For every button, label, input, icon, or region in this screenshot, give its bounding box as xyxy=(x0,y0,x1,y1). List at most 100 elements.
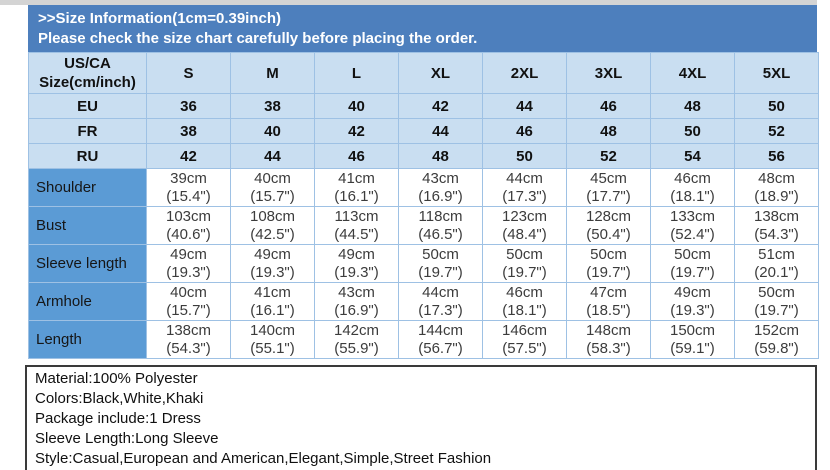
measure-inch-value: (19.3") xyxy=(166,263,211,281)
measure-inch-value: (19.3") xyxy=(334,263,379,281)
measure-value-cell: 123cm (48.4") xyxy=(482,206,567,245)
corner-header-cell: US/CA Size(cm/inch) xyxy=(28,52,147,94)
measure-value-cell: 152cm (59.8") xyxy=(734,320,819,359)
measure-cm-value: 144cm xyxy=(417,321,464,339)
measure-row-label: Length xyxy=(28,320,147,359)
region-size-value: 48 xyxy=(566,118,651,144)
region-row-label: EU xyxy=(28,93,147,119)
measure-value-cell: 41cm (16.1") xyxy=(230,282,315,321)
measure-inch-value: (59.8") xyxy=(754,339,799,357)
measure-value-cell: 49cm (19.3") xyxy=(230,244,315,283)
measure-inch-value: (56.7") xyxy=(418,339,463,357)
size-table-body: EU 36 38 40 42 44 46 48 50 FR 38 40 42 44 46 48 50 52 RU 42… xyxy=(28,93,819,359)
measure-inch-value: (19.7") xyxy=(586,263,631,281)
measure-inch-value: (17.3") xyxy=(502,187,547,205)
measure-inch-value: (17.7") xyxy=(586,187,631,205)
measure-cm-value: 49cm xyxy=(254,245,291,263)
measure-row-label: Shoulder xyxy=(28,168,147,207)
measure-value-cell: 103cm (40.6") xyxy=(146,206,231,245)
corner-header-line1: US/CA xyxy=(64,55,111,72)
measure-cm-value: 103cm xyxy=(165,207,212,225)
banner-subtitle: Please check the size chart carefully be… xyxy=(38,30,478,47)
measure-inch-value: (52.4") xyxy=(670,225,715,243)
measure-cm-value: 50cm xyxy=(590,245,627,263)
size-col-header: M xyxy=(230,52,315,94)
measure-cm-value: 41cm xyxy=(338,169,375,187)
measure-cm-value: 44cm xyxy=(422,283,459,301)
region-size-value: 50 xyxy=(482,143,567,169)
measure-cm-value: 51cm xyxy=(758,245,795,263)
measure-value-cell: 45cm (17.7") xyxy=(566,168,651,207)
size-header-row: US/CA Size(cm/inch) S M L XL 2XL 3XL 4XL 5XL xyxy=(28,52,819,94)
measure-cm-value: 40cm xyxy=(170,283,207,301)
measure-cm-value: 138cm xyxy=(753,207,800,225)
size-col-header: 2XL xyxy=(482,52,567,94)
region-size-value: 46 xyxy=(482,118,567,144)
region-size-value: 38 xyxy=(146,118,231,144)
measure-inch-value: (46.5") xyxy=(418,225,463,243)
measure-row: Sleeve length 49cm (19.3") 49cm (19.3") 49cm(… xyxy=(28,244,819,283)
measure-value-cell: 43cm (16.9") xyxy=(314,282,399,321)
measure-value-cell: 108cm (42.5") xyxy=(230,206,315,245)
measure-cm-value: 50cm xyxy=(758,283,795,301)
measure-value-cell: 50cm (19.7") xyxy=(398,244,483,283)
product-info-box: Material:100% Polyester Colors:Black,Whit… xyxy=(25,365,817,470)
measure-value-cell: 46cm (18.1") xyxy=(482,282,567,321)
measure-inch-value: (18.5") xyxy=(586,301,631,319)
measure-inch-value: (58.3") xyxy=(586,339,631,357)
measure-cm-value: 128cm xyxy=(585,207,632,225)
measure-value-cell: 44cm (17.3") xyxy=(482,168,567,207)
measure-cm-value: 133cm xyxy=(669,207,716,225)
measure-cm-value: 50cm xyxy=(506,245,543,263)
measure-inch-value: (19.7") xyxy=(502,263,547,281)
product-info-line: Colors:Black,White,Khaki xyxy=(35,390,204,407)
region-size-value: 52 xyxy=(734,118,819,144)
measure-cm-value: 49cm xyxy=(338,245,375,263)
product-info-line: Sleeve Length:Long Sleeve xyxy=(35,430,219,447)
region-size-value: 38 xyxy=(230,93,315,119)
measure-cm-value: 46cm xyxy=(674,169,711,187)
region-size-value: 42 xyxy=(146,143,231,169)
measure-inch-value: (18.1") xyxy=(502,301,547,319)
measure-value-cell: 118cm (46.5") xyxy=(398,206,483,245)
measure-value-cell: 113cm (44.5") xyxy=(314,206,399,245)
region-size-value: 44 xyxy=(398,118,483,144)
measure-cm-value: 48cm xyxy=(758,169,795,187)
measure-value-cell: 133cm (52.4") xyxy=(650,206,735,245)
region-size-value: 44 xyxy=(482,93,567,119)
measure-inch-value: (19.7") xyxy=(754,301,799,319)
size-col-header: 5XL xyxy=(734,52,819,94)
region-size-value: 50 xyxy=(734,93,819,119)
product-info-line: Style:Casual,European and American,Elega… xyxy=(35,450,492,467)
measure-inch-value: (54.3") xyxy=(166,339,211,357)
measure-inch-value: (15.4") xyxy=(166,187,211,205)
measure-cm-value: 142cm xyxy=(333,321,380,339)
measure-value-cell: 50cm (19.7") xyxy=(566,244,651,283)
measure-inch-value: (50.4") xyxy=(586,225,631,243)
measure-cm-value: 148cm xyxy=(585,321,632,339)
measure-row: Length 138cm (54.3") 140cm (55.1") 142cm (55.9… xyxy=(28,320,819,359)
region-size-value: 50 xyxy=(650,118,735,144)
size-col-header: S xyxy=(146,52,231,94)
region-size-value: 36 xyxy=(146,93,231,119)
region-size-value: 48 xyxy=(650,93,735,119)
measure-row: Armhole 40cm (15.7") 41cm (16.1") 43cm (16.9")… xyxy=(28,282,819,321)
measure-inch-value: (16.9") xyxy=(334,301,379,319)
measure-value-cell: 150cm (59.1") xyxy=(650,320,735,359)
measure-inch-value: (17.3") xyxy=(418,301,463,319)
measure-row: Bust 103cm (40.6") 108cm (42.5") 113cm (44.5")… xyxy=(28,206,819,245)
measure-value-cell: 146cm (57.5") xyxy=(482,320,567,359)
top-divider xyxy=(0,0,817,5)
corner-header-line2: Size(cm/inch) xyxy=(39,74,136,91)
measure-value-cell: 48cm (18.9") xyxy=(734,168,819,207)
measure-value-cell: 140cm (55.1") xyxy=(230,320,315,359)
product-info-line: Package include:1 Dress xyxy=(35,410,201,427)
measure-inch-value: (55.9") xyxy=(334,339,379,357)
measure-inch-value: (55.1") xyxy=(250,339,295,357)
measure-value-cell: 49cm (19.3") xyxy=(146,244,231,283)
measure-value-cell: 44cm (17.3") xyxy=(398,282,483,321)
measure-cm-value: 39cm xyxy=(170,169,207,187)
measure-value-cell: 128cm (50.4") xyxy=(566,206,651,245)
measure-cm-value: 47cm xyxy=(590,283,627,301)
size-col-header: L xyxy=(314,52,399,94)
